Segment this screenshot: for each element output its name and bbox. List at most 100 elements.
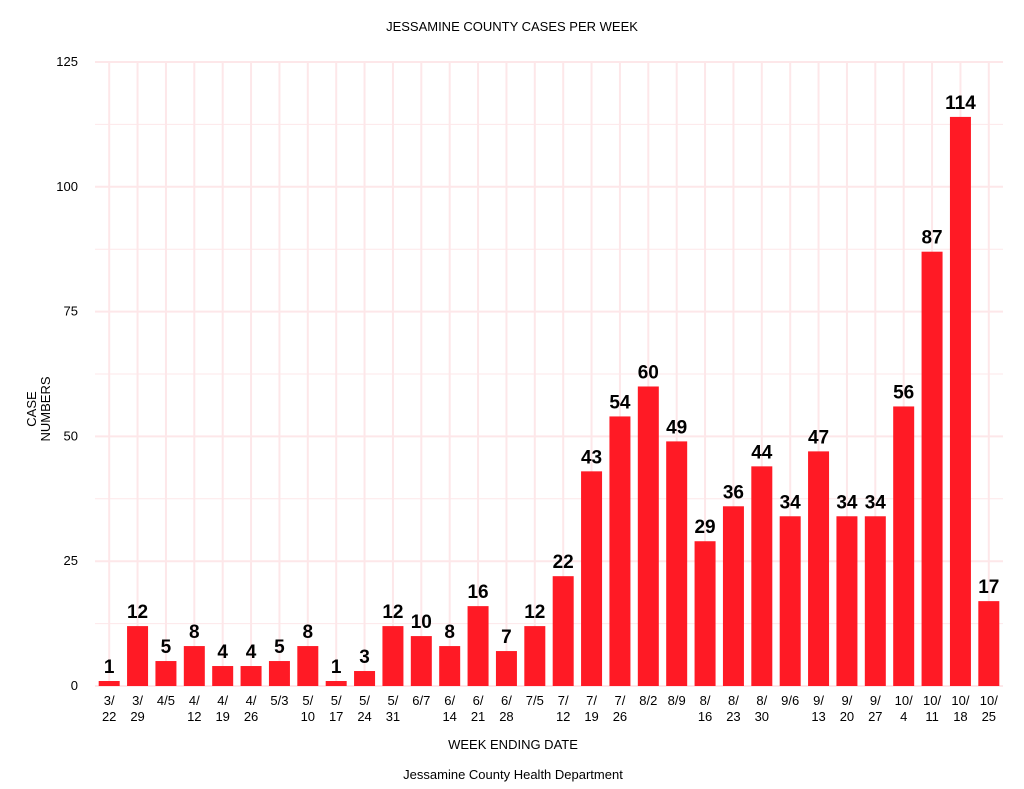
bar bbox=[354, 671, 376, 686]
data-label: 7 bbox=[501, 627, 512, 648]
chart-caption: Jessamine County Health Department bbox=[403, 767, 623, 782]
x-tick-label: 6/28 bbox=[499, 693, 513, 724]
data-label: 49 bbox=[666, 417, 687, 438]
x-tick-label-line: 8/ bbox=[700, 693, 711, 708]
x-tick-label: 6/7 bbox=[412, 693, 430, 708]
x-tick-label: 9/20 bbox=[840, 693, 854, 724]
bars bbox=[98, 116, 1000, 687]
x-tick-label: 5/3 bbox=[270, 693, 288, 708]
x-tick-label-line: 20 bbox=[840, 709, 854, 724]
x-tick-label-line: 28 bbox=[499, 709, 513, 724]
x-tick-label-line: 6/7 bbox=[412, 693, 430, 708]
bar bbox=[864, 516, 886, 686]
x-tick-label-line: 4/5 bbox=[157, 693, 175, 708]
x-tick-label-line: 5/ bbox=[302, 693, 313, 708]
x-tick-label: 3/22 bbox=[102, 693, 116, 724]
x-tick-label: 5/24 bbox=[357, 693, 371, 724]
data-label: 47 bbox=[808, 427, 829, 448]
x-tick-label-line: 26 bbox=[613, 709, 627, 724]
x-tick-label-line: 8/9 bbox=[668, 693, 686, 708]
x-tick-label-line: 8/ bbox=[728, 693, 739, 708]
x-tick-label-line: 4/ bbox=[189, 693, 200, 708]
bar bbox=[155, 661, 177, 686]
bar bbox=[495, 651, 517, 686]
x-tick-label: 4/26 bbox=[244, 693, 258, 724]
bar bbox=[637, 386, 659, 686]
x-tick-label: 6/14 bbox=[442, 693, 456, 724]
data-label: 34 bbox=[865, 492, 887, 513]
x-tick-label: 10/11 bbox=[923, 693, 941, 724]
x-tick-label-line: 7/5 bbox=[526, 693, 544, 708]
x-tick-label-line: 14 bbox=[442, 709, 456, 724]
y-axis-title: CASENUMBERS bbox=[24, 376, 53, 441]
x-tick-label-line: 13 bbox=[811, 709, 825, 724]
y-axis-title-line: CASE bbox=[24, 391, 39, 427]
x-tick-label-line: 5/ bbox=[359, 693, 370, 708]
x-tick-label-line: 4 bbox=[900, 709, 907, 724]
x-tick-label-line: 22 bbox=[102, 709, 116, 724]
x-tick-label-line: 8/ bbox=[756, 693, 767, 708]
x-tick-label-line: 16 bbox=[698, 709, 712, 724]
x-tick-label-line: 4/ bbox=[246, 693, 257, 708]
bar bbox=[297, 646, 319, 686]
x-tick-label-line: 6/ bbox=[473, 693, 484, 708]
bar bbox=[694, 541, 716, 686]
x-axis-ticks: 3/223/294/5 4/124/194/265/3 5/105/175/245/… bbox=[102, 693, 998, 724]
x-tick-label-line: 18 bbox=[953, 709, 967, 724]
data-label: 8 bbox=[189, 622, 200, 643]
x-tick-label-line: 5/ bbox=[331, 693, 342, 708]
bar bbox=[722, 506, 744, 686]
x-tick-label-line: 31 bbox=[386, 709, 400, 724]
bar bbox=[893, 406, 915, 686]
x-tick-label: 6/21 bbox=[471, 693, 485, 724]
data-label: 44 bbox=[751, 442, 773, 463]
x-tick-label-line: 7/ bbox=[558, 693, 569, 708]
x-tick-label: 8/23 bbox=[726, 693, 740, 724]
x-tick-label-line: 10/ bbox=[951, 693, 969, 708]
x-tick-label-line: 17 bbox=[329, 709, 343, 724]
bar bbox=[808, 451, 830, 686]
x-tick-label: 7/12 bbox=[556, 693, 570, 724]
bar bbox=[268, 661, 290, 686]
data-label: 12 bbox=[524, 602, 545, 623]
data-label: 4 bbox=[217, 642, 228, 663]
x-tick-label: 10/4 bbox=[895, 693, 913, 724]
chart-title: JESSAMINE COUNTY CASES PER WEEK bbox=[386, 19, 638, 34]
x-tick-label-line: 11 bbox=[925, 709, 939, 724]
x-tick-label-line: 10/ bbox=[895, 693, 913, 708]
x-tick-label-line: 7/ bbox=[586, 693, 597, 708]
data-label: 87 bbox=[921, 228, 942, 249]
x-tick-label-line: 3/ bbox=[132, 693, 143, 708]
x-axis-title: WEEK ENDING DATE bbox=[448, 737, 578, 752]
x-tick-label-line: 24 bbox=[357, 709, 371, 724]
x-tick-label-line: 9/ bbox=[870, 693, 881, 708]
x-tick-label-line: 10 bbox=[301, 709, 315, 724]
bar bbox=[325, 681, 347, 686]
x-tick-label-line: 5/3 bbox=[270, 693, 288, 708]
x-tick-label: 5/10 bbox=[301, 693, 315, 724]
x-tick-label-line: 19 bbox=[584, 709, 598, 724]
data-label: 34 bbox=[836, 492, 858, 513]
data-label: 5 bbox=[161, 637, 172, 658]
data-label: 36 bbox=[723, 482, 744, 503]
x-tick-label-line: 23 bbox=[726, 709, 740, 724]
y-tick-label: 50 bbox=[64, 428, 78, 443]
bar bbox=[212, 666, 234, 686]
x-tick-label: 5/17 bbox=[329, 693, 343, 724]
x-tick-label: 10/18 bbox=[951, 693, 969, 724]
x-tick-label: 5/31 bbox=[386, 693, 400, 724]
data-label: 56 bbox=[893, 382, 914, 403]
bar bbox=[439, 646, 461, 686]
bar bbox=[751, 466, 773, 686]
data-label: 114 bbox=[945, 93, 976, 114]
data-label: 60 bbox=[638, 362, 659, 383]
bar bbox=[127, 626, 149, 686]
x-tick-label-line: 3/ bbox=[104, 693, 115, 708]
x-tick-label: 9/27 bbox=[868, 693, 882, 724]
data-label: 12 bbox=[127, 602, 148, 623]
x-tick-label: 4/12 bbox=[187, 693, 201, 724]
data-label: 17 bbox=[978, 577, 999, 598]
x-tick-label-line: 19 bbox=[215, 709, 229, 724]
